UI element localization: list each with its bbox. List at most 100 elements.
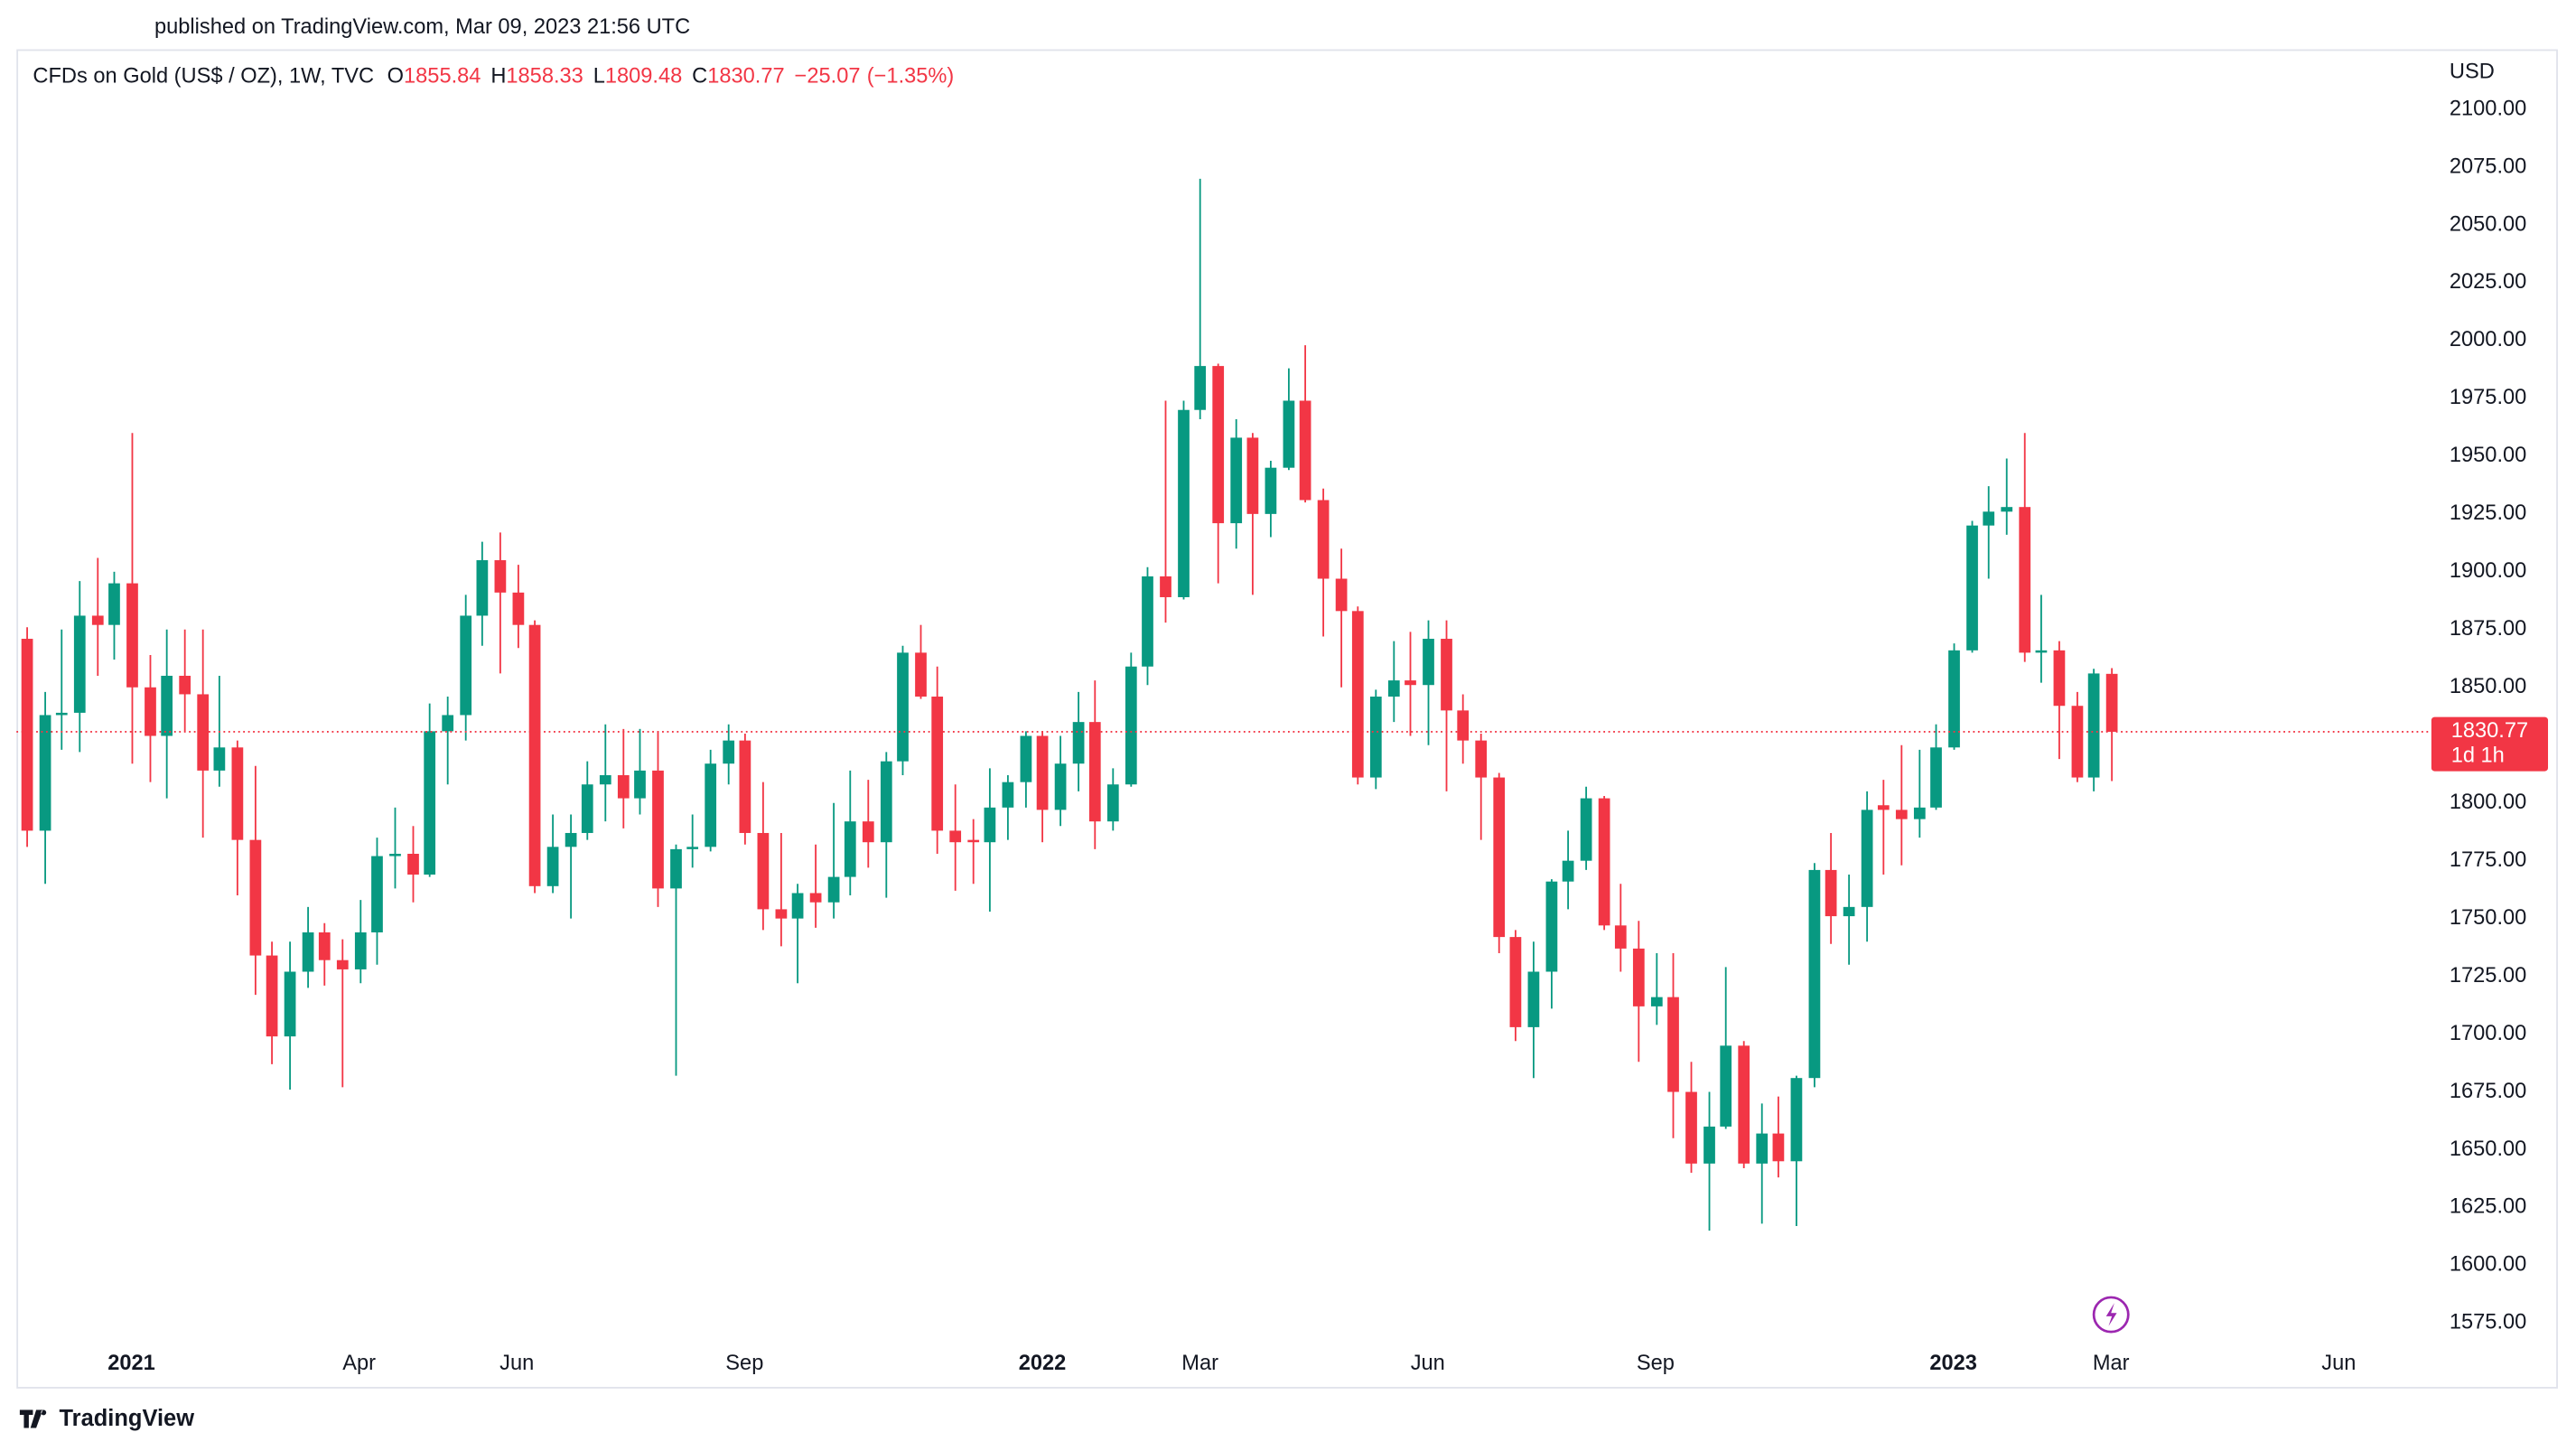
candle-body <box>634 770 646 799</box>
candle-body <box>1808 869 1821 1079</box>
x-tick-label: Apr <box>342 1352 376 1375</box>
candle-body <box>1562 860 1574 882</box>
x-tick-label: Sep <box>1637 1352 1675 1375</box>
candle-body <box>371 856 383 932</box>
y-tick-label: 2000.00 <box>2450 328 2526 351</box>
candle-body <box>897 652 909 762</box>
candle-body <box>1194 366 1207 410</box>
candle-body <box>494 560 507 593</box>
change-value: −25.07 <box>795 65 861 89</box>
candle-body <box>2035 650 2048 653</box>
candle-body <box>984 807 996 843</box>
candle-body <box>1650 997 1663 1006</box>
y-tick-label: 2100.00 <box>2450 97 2526 120</box>
y-tick-label: 1575.00 <box>2450 1311 2526 1334</box>
candle-body <box>1580 798 1592 861</box>
candle-body <box>266 955 278 1037</box>
ohlc-label: H <box>490 65 506 89</box>
candle-body <box>1265 467 1277 514</box>
candle-body <box>1230 437 1243 524</box>
ohlc-label: C <box>692 65 707 89</box>
candle-body <box>1948 650 1960 748</box>
candle-body <box>1493 777 1506 938</box>
currency-label: USD <box>2450 60 2495 83</box>
candle-body <box>424 731 436 875</box>
candle-body <box>1212 366 1225 524</box>
candle-body <box>1720 1045 1732 1127</box>
y-tick-label: 1700.00 <box>2450 1022 2526 1045</box>
candle-body <box>1614 925 1627 949</box>
candle-body <box>512 592 525 625</box>
candle-body <box>91 615 104 625</box>
y-tick-label: 1625.00 <box>2450 1195 2526 1219</box>
y-tick-label: 2050.00 <box>2450 212 2526 236</box>
candle-body <box>460 615 472 716</box>
candle-body <box>1351 611 1364 778</box>
candle-body <box>1441 639 1452 711</box>
candle-body <box>1088 722 1101 822</box>
x-tick-label: 2023 <box>1929 1352 1977 1375</box>
candle-body <box>336 960 349 969</box>
candle-body <box>1020 735 1032 782</box>
candle-body <box>2053 650 2066 707</box>
candle-body <box>1072 722 1085 764</box>
x-tick-label: Mar <box>1181 1352 1218 1375</box>
change-percent: (−1.35%) <box>867 65 955 89</box>
x-tick-label: 2021 <box>107 1352 155 1375</box>
published-note: published on TradingView.com, Mar 09, 20… <box>154 15 690 39</box>
candle-body <box>145 687 156 736</box>
x-tick-label: 2022 <box>1019 1352 1067 1375</box>
candle-body <box>1335 578 1348 612</box>
ohlc-value: 1858.33 <box>506 65 583 89</box>
candle-body <box>1283 400 1295 468</box>
candle-body <box>1002 782 1014 808</box>
y-tick-label: 1800.00 <box>2450 791 2526 814</box>
legend-header: CFDs on Gold (US$ / OZ), 1W, TVC O1855.84… <box>33 65 954 89</box>
candle-body <box>652 770 664 889</box>
candle-body <box>581 784 593 833</box>
candle-body <box>775 909 788 919</box>
last-price-box <box>2431 716 2549 772</box>
candle-body <box>126 583 138 688</box>
candle-body <box>1299 400 1311 501</box>
icon-circle <box>2092 1296 2130 1334</box>
candle-body <box>197 694 210 771</box>
chart-title: CFDs on Gold (US$ / OZ), 1W, TVC <box>33 65 374 89</box>
candle-body <box>1125 666 1137 785</box>
candle-body <box>915 652 927 697</box>
candle-body <box>723 740 735 764</box>
x-tick-label: Jun <box>499 1352 534 1375</box>
ohlc-label: O <box>387 65 404 89</box>
candle-body <box>1423 639 1434 686</box>
alert-icon <box>2092 1296 2130 1334</box>
y-tick-label: 1675.00 <box>2450 1080 2526 1103</box>
candle-body <box>844 821 856 877</box>
candle-body <box>1825 869 1837 917</box>
candle-body <box>670 848 682 889</box>
candle-body <box>931 697 944 831</box>
candle-body <box>1861 810 1873 907</box>
x-tick-label: Jun <box>1411 1352 1445 1375</box>
candle-body <box>791 893 804 919</box>
y-tick-label: 1900.00 <box>2450 559 2526 583</box>
footer-logo: TradingView <box>19 1406 194 1431</box>
candle-body <box>809 893 822 903</box>
candle-body <box>862 821 874 843</box>
candle-body <box>1598 798 1610 926</box>
candle-body <box>1738 1045 1750 1164</box>
y-tick-label: 2025.00 <box>2450 270 2526 294</box>
candle-body <box>1509 937 1522 1027</box>
candle-body <box>407 853 419 875</box>
y-tick-label: 1750.00 <box>2450 906 2526 930</box>
candle-body <box>1685 1091 1697 1164</box>
candle-body <box>880 761 892 843</box>
candle-body <box>1667 997 1679 1092</box>
candle-body <box>2001 507 2013 512</box>
candle-body <box>1369 697 1382 778</box>
candle-body <box>476 560 489 616</box>
candle-body <box>318 931 331 960</box>
logo-mark <box>19 1409 47 1428</box>
y-tick-label: 1950.00 <box>2450 444 2526 467</box>
